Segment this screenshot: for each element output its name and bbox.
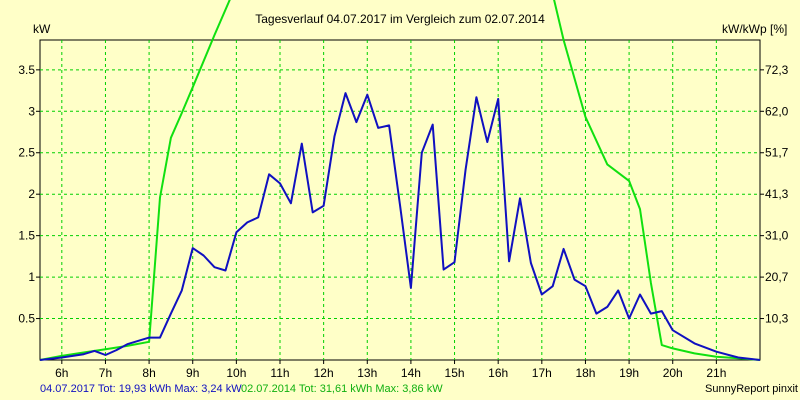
y-axis-right-label: kW/kWp [%] — [722, 22, 787, 36]
x-tick-label: 17h — [532, 366, 552, 380]
series-lines — [39, 0, 761, 361]
x-tick-label: 13h — [357, 366, 377, 380]
footer-credit: SunnyReport pinxit — [705, 383, 798, 395]
x-tick-label: 11h — [270, 366, 289, 380]
x-tick-label: 12h — [314, 366, 334, 380]
y-left-tick-label: 1 — [28, 270, 35, 284]
y-left-tick-label: 2 — [28, 187, 35, 201]
y-right-tick-labels: 10,3 20,7 31,0 41,3 51,7 62,0 72,3 — [765, 63, 789, 326]
x-tick-label: 20h — [663, 366, 683, 380]
y-right-tick-label: 51,7 — [765, 146, 789, 160]
x-tick-labels: 6h 7h 8h 9h 10h 11h 12h 13h 14h 15h 16h 17h 18h 19h 20… — [55, 366, 726, 380]
series-line-02-07-2014 — [39, 0, 761, 361]
y-right-tick-label: 72,3 — [765, 63, 789, 77]
y-axis-left-label: kW — [33, 22, 51, 36]
x-tick-label: 14h — [401, 366, 421, 380]
y-left-tick-label: 3.5 — [18, 63, 35, 77]
x-tick-label: 8h — [142, 366, 155, 380]
x-tick-label: 15h — [445, 366, 465, 380]
y-right-tick-label: 41,3 — [765, 187, 789, 201]
footer-series1-summary: 04.07.2017 Tot: 19,93 kWh Max: 3,24 kW — [40, 383, 242, 395]
y-right-tick-label: 62,0 — [765, 104, 789, 118]
x-tick-label: 19h — [619, 366, 639, 380]
footer-series2-summary: 02.07.2014 Tot: 31,61 kWh Max: 3,86 kW — [241, 383, 443, 395]
x-tick-label: 21h — [706, 366, 726, 380]
x-tick-label: 9h — [186, 366, 199, 380]
grid — [36, 40, 764, 364]
x-tick-label: 16h — [488, 366, 508, 380]
series-line-04-07-2017 — [39, 92, 761, 361]
x-tick-label: 7h — [99, 366, 112, 380]
x-tick-label: 18h — [575, 366, 595, 380]
chart-title: Tagesverlauf 04.07.2017 im Vergleich zum… — [255, 12, 545, 26]
y-right-tick-label: 20,7 — [765, 270, 789, 284]
y-right-tick-label: 31,0 — [765, 229, 789, 243]
y-left-tick-labels: 0.5 1 1.5 2 2.5 3 3.5 — [18, 63, 35, 326]
x-tick-label: 10h — [226, 366, 246, 380]
y-left-tick-label: 2.5 — [18, 146, 35, 160]
y-right-tick-label: 10,3 — [765, 312, 789, 326]
x-tick-label: 6h — [55, 366, 68, 380]
y-left-tick-label: 3 — [28, 104, 35, 118]
y-left-tick-label: 1.5 — [18, 229, 35, 243]
y-left-tick-label: 0.5 — [18, 312, 35, 326]
